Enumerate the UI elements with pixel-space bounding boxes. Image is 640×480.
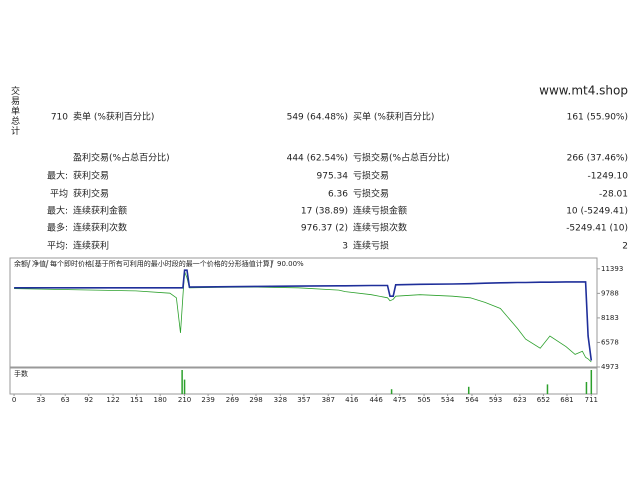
- x-tick-label: 0: [12, 396, 16, 404]
- series-line: [14, 269, 593, 361]
- table-cell: -28.01: [599, 190, 628, 200]
- x-tick-label: 63: [61, 396, 70, 404]
- legend-separator: [27, 259, 31, 269]
- table-cell: 获利交易: [73, 188, 109, 200]
- table-cell: 连续亏损金额: [353, 205, 407, 217]
- table-cell: 最大:: [47, 170, 68, 182]
- table-cell: 161 (55.90%): [567, 113, 628, 123]
- x-tick-label: 475: [393, 396, 406, 404]
- table-cell: 549 (64.48%): [287, 113, 348, 123]
- table-cell: 卖单 (%获利百分比): [73, 111, 154, 123]
- chart-frame: [9, 257, 598, 368]
- table-cell: 710: [51, 113, 68, 123]
- table-cell: 亏损交易: [353, 188, 389, 200]
- y-tick-label: 9788: [601, 289, 619, 297]
- table-cell: 444 (62.54%): [287, 154, 348, 164]
- table-cell: 盈利交易(%占总百分比): [73, 152, 170, 164]
- table-cell: 266 (37.46%): [567, 154, 628, 164]
- x-tick-label: 623: [513, 396, 526, 404]
- quality: 90.00%: [277, 260, 304, 268]
- model-note: 每个即时价格[基于所有可利用的最小时段的最一个价格的分形插值计算]: [50, 259, 273, 268]
- y-tick-label: 11393: [601, 265, 623, 273]
- table-cell: 连续亏损次数: [353, 222, 407, 234]
- x-tick-label: 534: [441, 396, 455, 404]
- y-tick-label: 6578: [601, 338, 619, 346]
- table-cell: 亏损交易: [353, 170, 389, 182]
- x-tick-label: 681: [560, 396, 573, 404]
- table-cell: 亏损交易(%占总百分比): [353, 152, 450, 164]
- table-cell: 连续获利次数: [73, 222, 127, 234]
- table-cell: 17 (38.89): [301, 207, 348, 217]
- x-tick-label: 122: [106, 396, 119, 404]
- x-tick-label: 387: [322, 396, 335, 404]
- table-cell: 平均:: [47, 240, 68, 252]
- table-cell: 平均: [50, 188, 68, 200]
- x-tick-label: 298: [249, 396, 262, 404]
- x-tick-label: 151: [130, 396, 143, 404]
- lots-frame: [9, 367, 598, 395]
- lots-label: 手数: [14, 369, 28, 378]
- table-cell: 获利交易: [73, 170, 109, 182]
- x-tick-label: 564: [465, 396, 479, 404]
- y-tick-label: 4973: [601, 363, 619, 371]
- table-cell: 买单 (%获利百分比): [353, 111, 434, 123]
- x-tick-label: 416: [345, 396, 359, 404]
- x-tick-label: 711: [585, 396, 598, 404]
- x-tick-label: 357: [297, 396, 310, 404]
- x-tick-label: 92: [84, 396, 93, 404]
- table-cell: 6.36: [328, 190, 348, 200]
- table-cell: 976.37 (2): [301, 224, 348, 234]
- x-tick-label: 180: [154, 396, 167, 404]
- legend-entry: 净值: [32, 259, 46, 268]
- table-cell: 2: [622, 242, 628, 252]
- table-cell: 975.34: [317, 172, 349, 182]
- table-cell: 最大:: [47, 205, 68, 217]
- table-cell: 连续获利: [73, 240, 109, 252]
- x-tick-label: 593: [489, 396, 502, 404]
- table-cell: -5249.41 (10): [566, 224, 628, 234]
- section-label: 交易单总计: [9, 86, 19, 136]
- table-cell: 3: [342, 242, 348, 252]
- table-cell: 连续亏损: [353, 240, 389, 252]
- legend-entry: 余额: [14, 259, 28, 268]
- x-tick-label: 446: [369, 396, 383, 404]
- table-cell: 10 (-5249.41): [566, 207, 628, 217]
- site-label: www.mt4.shop: [539, 84, 628, 98]
- legend-separator: [270, 259, 274, 269]
- x-tick-label: 239: [201, 396, 214, 404]
- table-cell: 连续获利金额: [73, 205, 127, 217]
- table-cell: 最多:: [47, 222, 68, 234]
- x-tick-label: 210: [178, 396, 191, 404]
- x-tick-label: 652: [537, 396, 550, 404]
- legend-separator: [45, 259, 49, 269]
- y-tick-label: 8183: [601, 314, 619, 322]
- series-line: [14, 271, 592, 363]
- x-tick-label: 33: [36, 396, 45, 404]
- x-tick-label: 269: [226, 396, 239, 404]
- x-tick-label: 328: [274, 396, 287, 404]
- table-cell: -1249.10: [588, 172, 629, 182]
- x-tick-label: 505: [417, 396, 430, 404]
